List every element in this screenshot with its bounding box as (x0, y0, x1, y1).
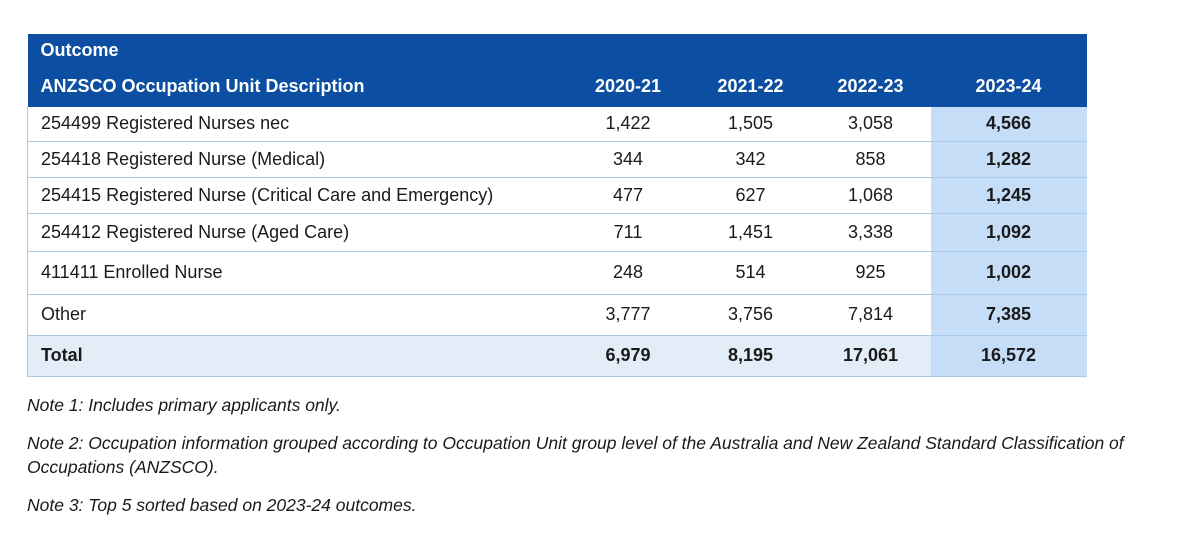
table-cell: 248 (565, 251, 691, 295)
total-row: Total 6,979 8,195 17,061 16,572 (27, 335, 1087, 377)
column-header: ANZSCO Occupation Unit Description (27, 66, 566, 107)
total-cell: Total (27, 335, 566, 377)
table-cell: 7,385 (930, 294, 1087, 336)
column-header-row: ANZSCO Occupation Unit Description 2020-2… (27, 66, 1087, 107)
table-cell: 7,814 (810, 294, 931, 336)
table-cell: 3,338 (810, 213, 931, 252)
table-cell: 254412 Registered Nurse (Aged Care) (27, 213, 566, 252)
table-cell: 627 (690, 177, 811, 214)
table-cell: 342 (690, 141, 811, 178)
table-cell: 1,068 (810, 177, 931, 214)
note: Note 3: Top 5 sorted based on 2023-24 ou… (27, 495, 417, 515)
column-header: 2020-21 (565, 66, 691, 107)
table-cell: 1,282 (930, 141, 1087, 178)
total-cell: 6,979 (565, 335, 691, 377)
group-header-row: Outcome (27, 34, 1087, 66)
table-body: 254499 Registered Nurses nec 1,422 1,505 3,… (27, 107, 1087, 377)
table-cell: 4,566 (930, 107, 1087, 142)
outcome-table: Outcome ANZSCO Occupation Unit Descripti… (27, 34, 1087, 377)
table-row: 254412 Registered Nurse (Aged Care) 711 1,… (27, 213, 1087, 252)
table-row: Other 3,777 3,756 7,814 7,385 (27, 294, 1087, 336)
table-cell: 514 (690, 251, 811, 295)
table-row: 254415 Registered Nurse (Critical Care a… (27, 177, 1087, 214)
table-cell: 254415 Registered Nurse (Critical Care a… (27, 177, 566, 214)
table-cell: Other (27, 294, 566, 336)
table-row: 254418 Registered Nurse (Medical) 344 342 8… (27, 141, 1087, 178)
table-cell: 925 (810, 251, 931, 295)
table-cell: 711 (565, 213, 691, 252)
table-cell: 411411 Enrolled Nurse (27, 251, 566, 295)
table-cell: 1,451 (690, 213, 811, 252)
column-header: 2023-24 (930, 66, 1087, 107)
table-cell: 3,058 (810, 107, 931, 142)
note: Note 1: Includes primary applicants only… (27, 395, 341, 415)
table-cell: 3,756 (690, 294, 811, 336)
table-cell: 254499 Registered Nurses nec (27, 107, 566, 142)
column-header: 2021-22 (690, 66, 811, 107)
total-cell: 17,061 (810, 335, 931, 377)
table-cell: 344 (565, 141, 691, 178)
table-cell: 477 (565, 177, 691, 214)
table-cell: 858 (810, 141, 931, 178)
total-cell: 16,572 (930, 335, 1087, 377)
table-cell: 1,092 (930, 213, 1087, 252)
note: Note 2: Occupation information grouped a… (27, 433, 1124, 477)
column-header: 2022-23 (810, 66, 931, 107)
table-cell: 3,777 (565, 294, 691, 336)
table-row: 411411 Enrolled Nurse 248 514 925 1,002 (27, 251, 1087, 295)
table-cell: 1,245 (930, 177, 1087, 214)
table-cell: 254418 Registered Nurse (Medical) (27, 141, 566, 178)
notes: Note 1: Includes primary applicants only… (27, 393, 1147, 531)
table-cell: 1,002 (930, 251, 1087, 295)
table-row: 254499 Registered Nurses nec 1,422 1,505 3,… (27, 107, 1087, 142)
table-cell: 1,422 (565, 107, 691, 142)
total-cell: 8,195 (690, 335, 811, 377)
group-header: Outcome (27, 34, 1087, 66)
table-cell: 1,505 (690, 107, 811, 142)
